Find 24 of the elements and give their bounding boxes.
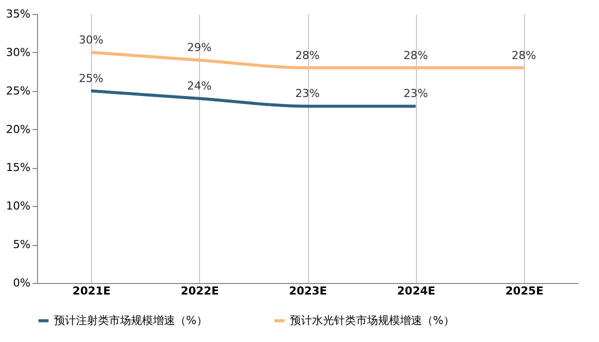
y-tick-label: 5%: [13, 238, 30, 252]
data-label: 23%: [403, 87, 428, 100]
x-tick-label: 2022E: [180, 284, 219, 298]
y-tick-label: 20%: [6, 122, 30, 136]
data-label: 24%: [187, 80, 212, 93]
data-label: 28%: [512, 48, 536, 62]
y-tick-label: 10%: [6, 200, 30, 213]
x-tick-label: 2023E: [288, 284, 328, 298]
data-label: 29%: [187, 41, 212, 54]
data-label: 28%: [295, 48, 320, 62]
data-label: 30%: [78, 33, 104, 46]
y-tick-label: 35%: [6, 8, 30, 20]
data-label: 23%: [295, 87, 320, 100]
legend-label: 预计注射类市场规模增速（%）: [54, 314, 208, 327]
x-tick-label: 2021E: [72, 284, 111, 298]
data-label: 28%: [403, 48, 428, 62]
x-tick-label: 2025E: [505, 284, 544, 298]
y-tick-label: 0%: [13, 276, 30, 290]
data-label: 25%: [78, 72, 104, 85]
legend-label: 预计水光针类市场规模增速（%）: [290, 314, 454, 327]
y-tick-label: 15%: [6, 161, 30, 174]
y-tick-label: 25%: [6, 84, 30, 98]
x-tick-label: 2024E: [397, 284, 436, 298]
y-tick-label: 30%: [6, 46, 30, 59]
